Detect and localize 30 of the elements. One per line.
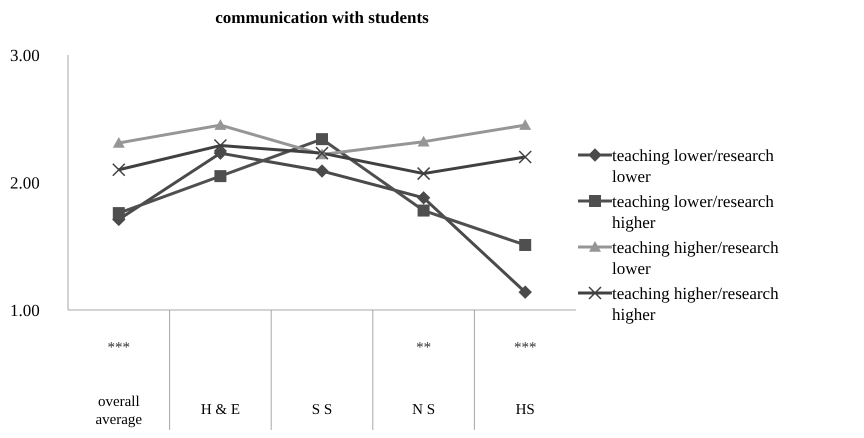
y-tick-label: 2.00: [10, 174, 40, 193]
point: [316, 164, 328, 178]
point: [214, 146, 227, 160]
point: [112, 163, 126, 176]
point: [518, 286, 532, 299]
point: [112, 207, 125, 220]
point: [214, 138, 228, 152]
text: ***: [108, 340, 130, 356]
point: [418, 136, 430, 146]
point: [417, 191, 430, 204]
y-tick-label: 1.00: [10, 301, 40, 320]
x-tick-label: overall average: [95, 394, 142, 428]
point: [416, 166, 430, 180]
text: ***: [514, 340, 536, 356]
x-tick-label: H & E: [200, 402, 240, 418]
x-tick-label: N S: [412, 402, 436, 418]
point: [316, 133, 328, 146]
legend-label: teaching higher/research higher: [612, 283, 780, 325]
text: **: [416, 340, 432, 356]
x-tick-label: S S: [312, 402, 332, 418]
point: [214, 119, 226, 130]
point: [519, 119, 532, 130]
x-tick-label: HS: [516, 402, 535, 418]
point: [112, 136, 125, 148]
chart-title: communication with students: [214, 8, 430, 28]
y-tick-label: 3.00: [10, 46, 40, 66]
point: [418, 204, 430, 217]
point: [518, 150, 532, 164]
point: [214, 170, 226, 182]
point: [519, 238, 532, 251]
